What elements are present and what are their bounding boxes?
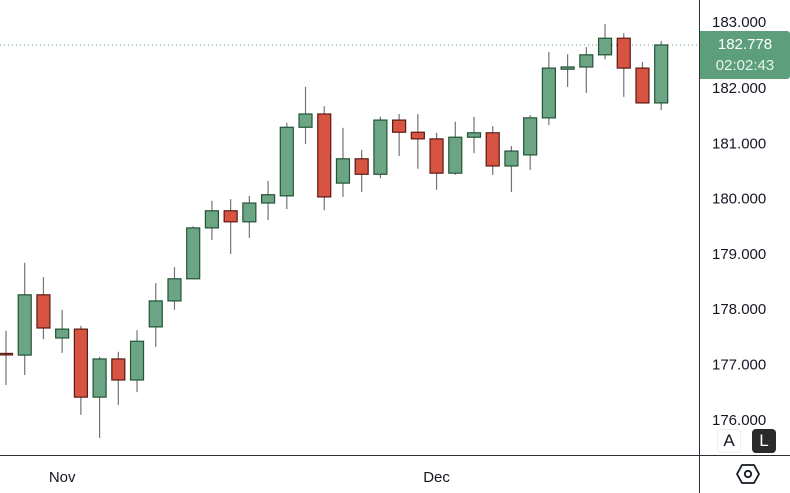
candle-up (148, 300, 163, 328)
candle-up (579, 54, 594, 68)
price-tick-label: 176.000 (712, 412, 766, 429)
auto-scale-button[interactable]: A (717, 429, 741, 453)
candle-down (223, 210, 238, 223)
candle-down (410, 131, 425, 140)
candle-down (36, 294, 51, 329)
candle-up (17, 294, 32, 356)
candle-up (466, 132, 482, 138)
candle-up (204, 210, 220, 229)
price-tick-label: 183.000 (712, 14, 766, 31)
candle-up (373, 119, 388, 175)
candle-up (92, 358, 107, 398)
log-scale-button[interactable]: L (752, 429, 776, 453)
candle-down (616, 37, 631, 69)
candle-up (654, 44, 669, 104)
candle-down (0, 352, 14, 356)
price-tick-label: 181.000 (712, 135, 766, 152)
candle-up (242, 202, 257, 223)
candle-up (167, 278, 182, 302)
bar-countdown: 02:02:43 (715, 57, 775, 74)
candle-down (354, 158, 369, 175)
candle-down (317, 113, 332, 198)
candle-up (335, 158, 351, 184)
candle-up (448, 136, 463, 174)
price-tick-label: 182.000 (712, 80, 766, 97)
settings-icon[interactable] (736, 462, 760, 486)
price-tick-label: 180.000 (712, 191, 766, 208)
candle-up (279, 126, 294, 197)
candle-down (73, 328, 88, 398)
candle-up (55, 328, 70, 339)
candle-up (504, 150, 519, 167)
candle-up (541, 67, 556, 119)
candle-down (392, 119, 407, 133)
price-tick-label: 178.000 (712, 301, 766, 318)
candle-up (560, 66, 575, 70)
candle-up (260, 194, 276, 204)
candle-down (111, 358, 126, 381)
time-tick-label: Nov (49, 469, 76, 486)
price-tick-label: 179.000 (712, 246, 766, 263)
candle-up (298, 113, 313, 128)
candle-down (429, 138, 444, 174)
candle-up (129, 340, 145, 381)
last-price-label: 182.778 02:02:43 (700, 31, 790, 79)
last-price: 182.778 (717, 36, 773, 53)
candle-down (485, 132, 500, 167)
candle-up (523, 117, 538, 156)
price-tick-label: 177.000 (712, 357, 766, 374)
time-tick-label: Dec (423, 469, 450, 486)
candle-up (597, 37, 613, 56)
candle-down (635, 67, 650, 104)
candle-up (186, 227, 201, 280)
